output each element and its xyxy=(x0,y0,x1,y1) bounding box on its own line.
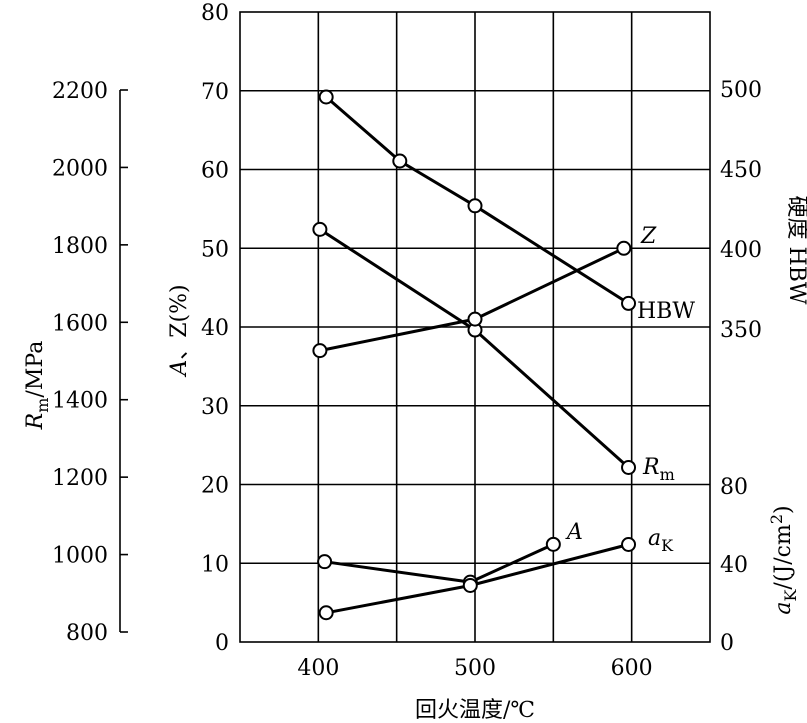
az-axis-title: A、Z(%) xyxy=(167,284,192,377)
az-tick-label: 40 xyxy=(201,316,229,341)
ak-axis-title-main: a xyxy=(771,602,796,615)
az-tick-label: 10 xyxy=(201,552,229,577)
ak-axis-title: aK/(J/cm2) xyxy=(767,505,800,614)
ak-axis-title-end: ) xyxy=(771,505,796,514)
rm-tick-label: 1400 xyxy=(52,389,108,414)
hbw-axis-title: 硬度 HBW xyxy=(784,196,807,305)
rm-axis-title-rest: /MPa xyxy=(23,341,48,398)
data-point-a xyxy=(317,554,333,570)
data-point-rm xyxy=(312,221,328,237)
ak-tick-label: 0 xyxy=(720,631,734,656)
series-label-rm-main: R xyxy=(642,455,660,480)
az-tick-label: 80 xyxy=(201,1,229,26)
hbw-tick-label: 450 xyxy=(720,158,762,183)
data-point-hbw xyxy=(392,153,408,169)
az-axis-title-main: A xyxy=(167,360,192,378)
rm-tick-label: 1800 xyxy=(52,234,108,259)
data-point-hbw xyxy=(621,295,637,311)
series-line-hbw xyxy=(325,95,630,305)
az-tick-label: 50 xyxy=(201,237,229,262)
hbw-tick-label: 500 xyxy=(720,78,762,103)
series-label-rm-sub: m xyxy=(660,465,675,484)
data-point-hbw xyxy=(467,198,483,214)
data-point-z xyxy=(312,343,328,359)
rm-tick-label: 800 xyxy=(66,621,108,646)
series-label-ak-main: a xyxy=(648,526,661,551)
az-tick-label: 20 xyxy=(201,474,229,499)
x-tick-label: 600 xyxy=(611,656,653,681)
series-label-hbw: HBW xyxy=(637,299,695,324)
rm-tick-label: 2200 xyxy=(52,79,108,104)
data-point-a xyxy=(545,536,561,552)
x-axis-title: 回火温度/℃ xyxy=(415,698,535,723)
az-tick-label: 60 xyxy=(201,159,229,184)
rm-tick-label: 1600 xyxy=(52,311,108,336)
data-point-ak xyxy=(621,537,637,552)
az-tick-label: 0 xyxy=(215,631,229,656)
ak-tick-label: 40 xyxy=(720,553,748,578)
rm-axis-title: Rm/MPa xyxy=(23,341,52,431)
x-tick-label: 500 xyxy=(454,656,496,681)
series-label-a: A xyxy=(565,520,583,545)
rm-axis-title-main: R xyxy=(23,413,48,431)
x-tick-label: 400 xyxy=(297,656,339,681)
rm-tick-label: 1200 xyxy=(52,466,108,491)
ak-axis-title-rest: /(J/cm xyxy=(771,524,796,590)
data-point-z xyxy=(616,240,632,256)
series-label-ak: aK xyxy=(648,526,674,555)
rm-axis-title-sub: m xyxy=(33,398,52,413)
series-layer xyxy=(312,89,637,621)
hbw-tick-label: 400 xyxy=(720,238,762,263)
rm-tick-label: 1000 xyxy=(52,544,108,569)
series-label-z: Z xyxy=(640,224,657,249)
ak-axis-title-sub: K xyxy=(781,589,800,602)
rm-tick-label: 2000 xyxy=(52,156,108,181)
ak-axis-title-sup: 2 xyxy=(767,514,786,524)
az-tick-label: 30 xyxy=(201,395,229,420)
series-label-ak-sub: K xyxy=(661,536,674,555)
data-point-rm xyxy=(621,459,637,475)
plot-grid xyxy=(239,11,711,643)
az-tick-label: 70 xyxy=(201,80,229,105)
data-point-z xyxy=(467,311,483,327)
data-point-ak xyxy=(462,577,478,593)
hbw-tick-label: 350 xyxy=(720,318,762,343)
ak-tick-label: 80 xyxy=(720,475,748,500)
series-label-rm: Rm xyxy=(642,455,675,484)
data-point-ak xyxy=(318,605,334,621)
az-axis-title-rest: 、Z(%) xyxy=(167,284,192,359)
data-point-hbw xyxy=(318,89,334,105)
